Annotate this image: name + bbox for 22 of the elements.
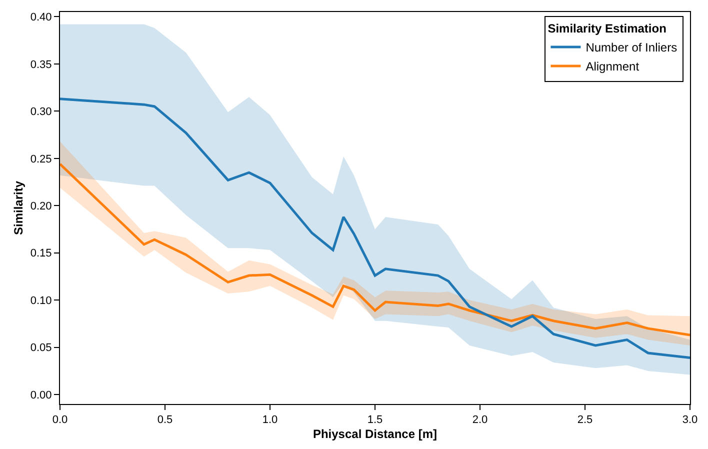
y-tick-label: 0.35 — [30, 58, 52, 71]
x-tick-label: 0.5 — [157, 414, 173, 426]
y-tick-label: 0.15 — [30, 248, 52, 260]
x-tick-label: 0.0 — [52, 414, 68, 426]
x-tick-label: 2.5 — [577, 414, 593, 426]
y-tick-label: 0.05 — [30, 342, 52, 354]
x-tick-label: 1.0 — [262, 414, 278, 426]
y-tick-label: 0.40 — [30, 12, 52, 24]
x-axis-title: Phiyscal Distance [m] — [312, 427, 438, 442]
legend-title: Similarity Estimation — [548, 22, 666, 36]
y-tick-label: 0.00 — [30, 389, 52, 402]
line-series — [60, 98, 690, 359]
legend-label: Number of Inliers — [586, 40, 678, 55]
y-tick-label: 0.10 — [30, 294, 52, 307]
y-tick-label: 0.25 — [30, 153, 52, 166]
x-tick-label: 2.0 — [472, 414, 488, 426]
y-axis-title: Similarity — [12, 180, 26, 236]
legend-label: Alignment — [586, 60, 640, 74]
y-tick-label: 0.30 — [30, 106, 52, 118]
y-tick-label: 0.20 — [30, 200, 52, 212]
x-tick-label: 3.0 — [682, 414, 698, 426]
x-tick-label: 1.5 — [367, 414, 383, 426]
